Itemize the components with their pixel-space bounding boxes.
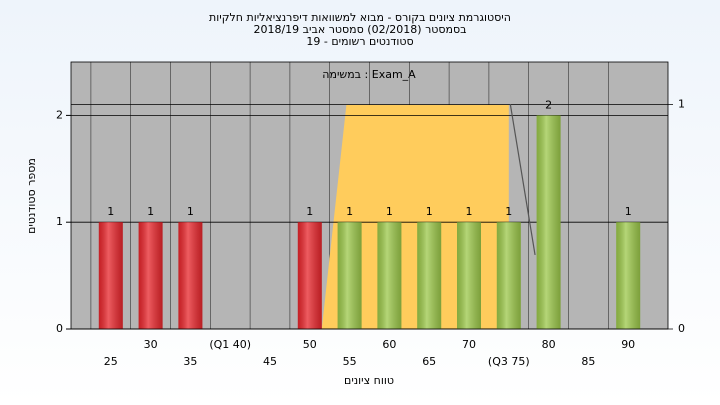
plot-border [70, 61, 669, 330]
x-tick-label: 70 [462, 338, 476, 351]
y2-tick-label: 1 [678, 98, 685, 111]
y-tick-label: 1 [56, 215, 63, 228]
data-label: 1 [426, 205, 433, 218]
bar-shade [98, 222, 123, 329]
x-tick-label: 85 [581, 355, 595, 368]
y2-tick-label: 0 [678, 322, 685, 335]
y-tick-label: 0 [56, 322, 63, 335]
x-tick-label: 90 [621, 338, 635, 351]
chart-title: בסמסטר (02/2018) סמסטר אביב 2018/19 [253, 23, 466, 36]
x-tick-label: 60 [382, 338, 396, 351]
x-tick-label: 35 [183, 355, 197, 368]
x-tick-label: (Q1 40) [209, 338, 251, 351]
data-label: 1 [306, 205, 313, 218]
x-axis-label: טווח ציונים [344, 374, 394, 387]
x-tick-label: (Q3 75) [488, 355, 530, 368]
bar-shade [138, 222, 163, 329]
bar-shade [457, 222, 481, 329]
data-label: 1 [147, 205, 154, 218]
bar-shade [496, 222, 521, 329]
x-tick-label: 45 [263, 355, 277, 368]
data-label: 1 [346, 205, 353, 218]
bar-shade [417, 222, 442, 329]
chart-title: היסטוגרמת ציונים בקורס - מבוא למשוואות ד… [209, 11, 511, 24]
quartile-line [509, 104, 536, 256]
bar-shade [377, 222, 402, 329]
x-tick-label: 80 [542, 338, 556, 351]
data-label: 1 [625, 205, 632, 218]
data-label: 1 [187, 205, 194, 218]
data-label: 1 [386, 205, 393, 218]
x-tick-label: 50 [303, 338, 317, 351]
x-tick-label: 25 [104, 355, 118, 368]
data-label: 1 [466, 205, 473, 218]
data-label: 1 [107, 205, 114, 218]
data-label: 2 [545, 98, 552, 111]
bar-shade [337, 222, 362, 329]
x-tick-label: 30 [144, 338, 158, 351]
x-tick-label: 65 [422, 355, 436, 368]
y-axis-label: מספר סטודנטים [25, 158, 38, 234]
x-tick-label: 55 [343, 355, 357, 368]
y-tick-label: 2 [56, 108, 63, 121]
bar-shade [178, 222, 203, 329]
data-label: 1 [505, 205, 512, 218]
bar-shade [297, 222, 322, 329]
chart-title: סטודנטים רשומים - 19 [306, 35, 413, 48]
bar-shade [616, 222, 641, 329]
bar-shade [536, 115, 561, 330]
